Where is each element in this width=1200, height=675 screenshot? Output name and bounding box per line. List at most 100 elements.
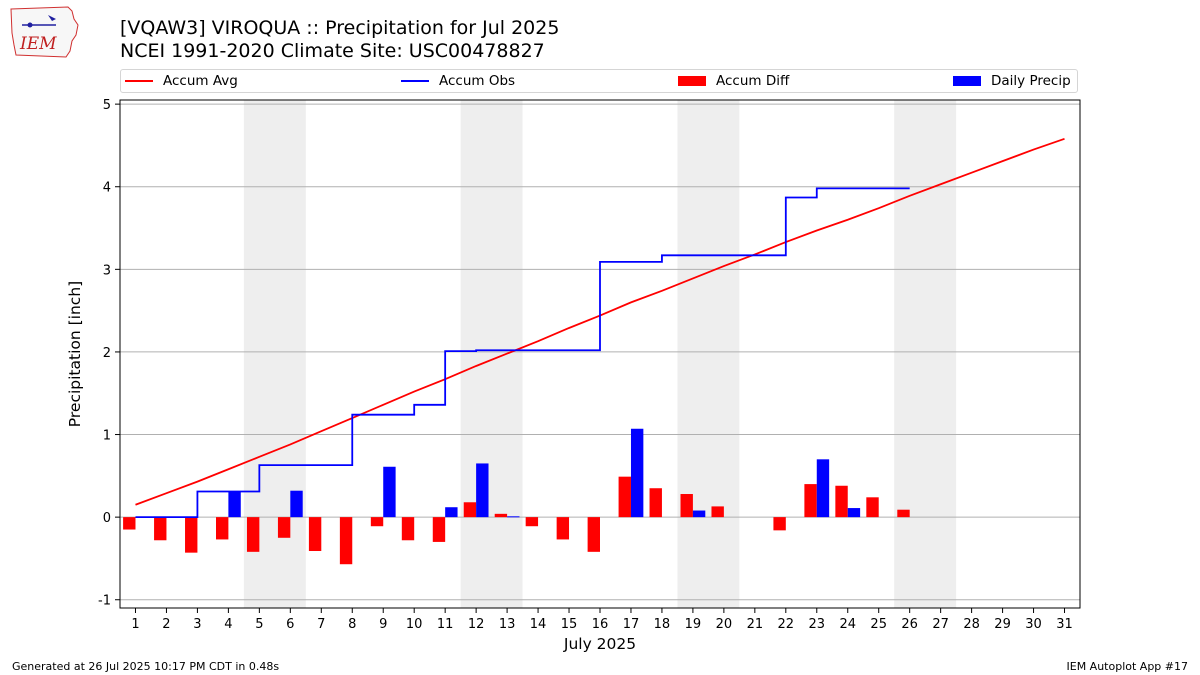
accum-diff-bar <box>463 502 477 518</box>
daily-precip-bar <box>816 459 830 518</box>
x-axis-label: July 2025 <box>563 635 636 653</box>
x-tick-label: 18 <box>654 617 671 632</box>
accum-diff-bar <box>401 517 415 541</box>
x-tick-label: 22 <box>778 617 795 632</box>
x-tick-label: 12 <box>468 617 485 632</box>
x-tick-label: 26 <box>901 617 918 632</box>
legend-swatch-accum-obs <box>401 80 429 82</box>
daily-precip-bar <box>445 507 458 518</box>
accum-diff-bar <box>680 494 693 518</box>
accum-diff-bar <box>216 517 229 540</box>
x-tick-label: 5 <box>255 617 263 632</box>
x-tick-label: 29 <box>994 617 1011 632</box>
weekend-shade <box>460 100 523 608</box>
weekend-shade <box>894 100 957 608</box>
y-axis-label: Precipitation [inch] <box>66 281 84 427</box>
x-tick-label: 2 <box>162 617 170 632</box>
daily-precip-bar <box>847 508 861 518</box>
y-tick-label: -1 <box>98 594 111 609</box>
accum-diff-bar <box>277 517 291 538</box>
legend-swatch-daily-precip <box>953 76 981 86</box>
accum-diff-bar <box>587 517 600 552</box>
legend-label-accum-obs: Accum Obs <box>439 73 516 89</box>
legend-label-accum-diff: Accum Diff <box>716 73 790 89</box>
accum-diff-bar <box>773 517 786 531</box>
accum-diff-bar <box>154 517 167 541</box>
x-tick-label: 6 <box>286 617 294 632</box>
y-tick-label: 3 <box>103 263 111 278</box>
accum-diff-bar <box>370 517 384 527</box>
x-tick-label: 21 <box>747 617 764 632</box>
daily-precip-bar <box>630 428 644 518</box>
accum-diff-bar <box>432 517 446 542</box>
generated-timestamp: Generated at 26 Jul 2025 10:17 PM CDT in… <box>12 660 280 673</box>
legend-item-accum-obs: Accum Obs <box>401 73 515 89</box>
x-tick-label: 20 <box>716 617 733 632</box>
weather-station-icon <box>27 22 33 28</box>
accum-diff-bar <box>525 517 539 527</box>
accum-diff-bar <box>897 509 910 518</box>
accum-diff-bar <box>123 517 136 530</box>
x-tick-label: 14 <box>530 617 547 632</box>
y-tick-label: 1 <box>103 429 111 444</box>
x-tick-label: 13 <box>499 617 516 632</box>
accum-diff-bar <box>308 517 322 552</box>
weekend-shade <box>677 100 740 608</box>
accum-diff-bar <box>866 497 879 518</box>
x-tick-label: 11 <box>437 617 454 632</box>
x-tick-label: 15 <box>561 617 578 632</box>
accum-diff-bar <box>804 484 817 518</box>
accum-diff-bar <box>618 476 631 518</box>
accum-diff-bar <box>494 513 508 518</box>
accum-obs-line <box>135 187 910 519</box>
daily-precip-bar <box>692 510 706 518</box>
legend-item-accum-avg: Accum Avg <box>125 73 238 89</box>
daily-precip-bar <box>476 463 489 518</box>
accum-diff-bar <box>649 488 662 518</box>
x-tick-label: 17 <box>623 617 640 632</box>
x-tick-label: 16 <box>592 617 609 632</box>
accum-diff-bar <box>711 506 724 518</box>
x-tick-label: 3 <box>193 617 201 632</box>
autoplot-app-label: IEM Autoplot App #17 <box>1066 660 1189 673</box>
iem-logo: IEM <box>10 6 79 58</box>
x-tick-label: 4 <box>224 617 232 632</box>
legend-label-daily-precip: Daily Precip <box>991 73 1071 89</box>
chart-title: [VQAW3] VIROQUA :: Precipitation for Jul… <box>120 17 560 39</box>
x-tick-label: 19 <box>685 617 702 632</box>
chart-legend: Accum Avg Accum Obs Accum Diff Daily Pre… <box>120 69 1078 93</box>
x-tick-label: 24 <box>839 617 856 632</box>
accum-diff-bar <box>835 485 848 518</box>
daily-precip-bar <box>290 490 303 518</box>
legend-label-accum-avg: Accum Avg <box>163 73 238 89</box>
x-tick-label: 27 <box>932 617 949 632</box>
x-tick-label: 7 <box>317 617 325 632</box>
y-tick-label: 2 <box>103 346 111 361</box>
logo-text: IEM <box>19 34 57 54</box>
accum-diff-bar <box>246 517 260 552</box>
legend-swatch-accum-diff <box>678 76 706 86</box>
x-tick-label: 30 <box>1025 617 1042 632</box>
x-tick-label: 8 <box>348 617 356 632</box>
legend-item-daily-precip: Daily Precip <box>953 73 1071 89</box>
iowa-state-outline <box>10 6 79 58</box>
daily-precip-bar <box>383 466 396 518</box>
chart-subtitle: NCEI 1991-2020 Climate Site: USC00478827 <box>120 40 545 62</box>
y-tick-label: 0 <box>103 511 111 526</box>
accum-diff-bar <box>556 517 570 540</box>
accum-diff-bar <box>185 517 198 553</box>
x-tick-label: 10 <box>406 617 423 632</box>
daily-precip-bar <box>507 516 520 518</box>
x-tick-label: 23 <box>809 617 826 632</box>
daily-precip-bar <box>228 491 241 518</box>
x-tick-label: 28 <box>963 617 980 632</box>
x-tick-label: 25 <box>870 617 887 632</box>
legend-swatch-accum-avg <box>125 80 153 82</box>
x-tick-label: 31 <box>1056 617 1073 632</box>
y-tick-label: 4 <box>103 181 111 196</box>
anemometer-icon <box>48 15 56 21</box>
accum-diff-bar <box>339 517 353 565</box>
x-tick-label: 9 <box>379 617 387 632</box>
y-tick-label: 5 <box>103 98 111 113</box>
x-tick-label: 1 <box>131 617 139 632</box>
